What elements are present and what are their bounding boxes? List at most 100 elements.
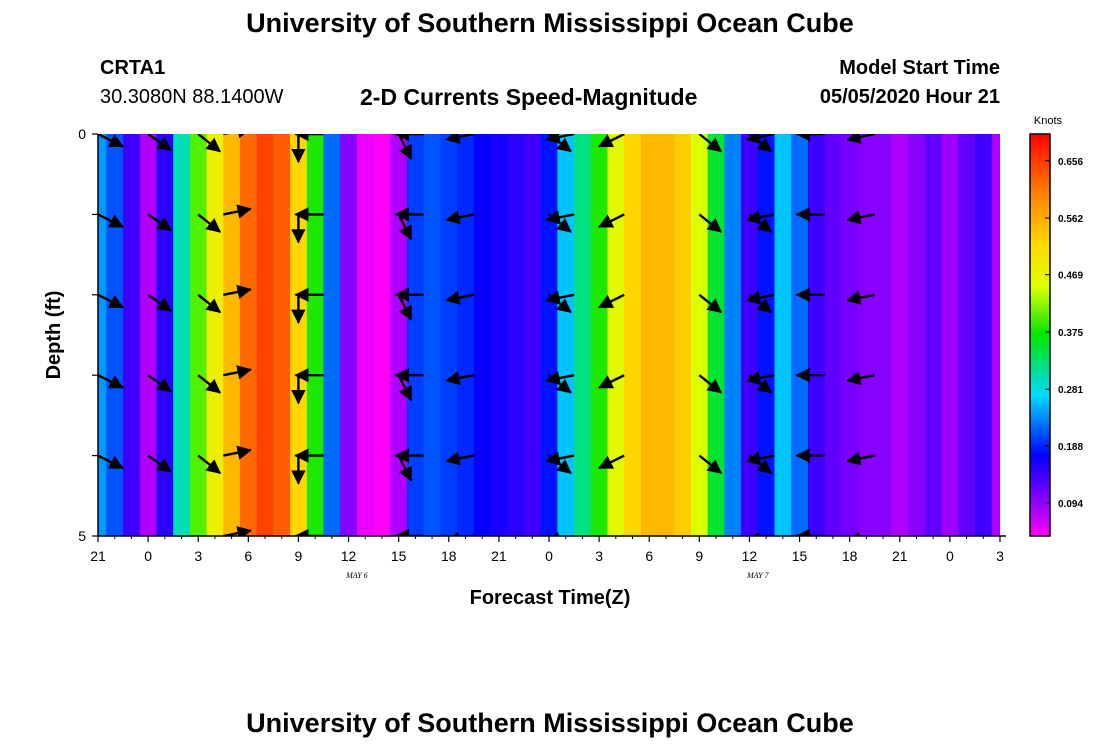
- x-tick-label: 9: [295, 548, 303, 564]
- chart-axes: [97, 134, 1006, 537]
- current-arrow: [197, 134, 222, 153]
- current-arrow: [223, 284, 252, 299]
- x-tick-label: 6: [645, 548, 653, 564]
- heatmap-cell: [841, 134, 859, 536]
- current-arrow: [846, 531, 875, 536]
- current-arrow: [147, 454, 172, 473]
- heatmap-cell: [640, 134, 659, 536]
- colorbar-tick-label: 0.188: [1058, 442, 1083, 453]
- x-tick-label: 21: [892, 548, 908, 564]
- heatmap-cell: [206, 134, 224, 536]
- heatmap-cell: [373, 134, 391, 536]
- heatmap-cell: [991, 134, 1000, 536]
- current-arrow: [147, 213, 172, 232]
- footer-title: University of Southern Mississippi Ocean…: [246, 708, 854, 738]
- current-arrow: [223, 526, 252, 536]
- heatmap-cell: [774, 134, 792, 536]
- x-tick-label: 21: [491, 548, 507, 564]
- heatmap-cell: [958, 134, 976, 536]
- current-arrow: [598, 454, 625, 470]
- heatmap-cell: [590, 134, 609, 536]
- x-date-label: MAY 7: [746, 571, 770, 580]
- heatmap-cell: [256, 134, 274, 536]
- heatmap-cell: [98, 134, 107, 536]
- heatmap-cell: [223, 134, 241, 536]
- current-arrow: [98, 454, 125, 470]
- current-arrow: [197, 293, 222, 314]
- colorbar-tick-label: 0.094: [1058, 499, 1083, 510]
- heatmap-cell: [858, 134, 876, 536]
- heatmap-cell: [757, 134, 776, 536]
- heatmap-cell: [807, 134, 826, 536]
- x-tick-label: 3: [595, 548, 603, 564]
- heatmap-cell: [490, 134, 508, 536]
- current-arrow: [698, 213, 723, 233]
- x-tick-label: 0: [545, 548, 553, 564]
- y-axis-ticks: 05: [78, 126, 98, 544]
- current-arrow: [197, 454, 222, 475]
- y-axis-label: Depth (ft): [43, 291, 65, 380]
- heatmap-cell: [924, 134, 943, 536]
- current-arrow: [445, 290, 475, 305]
- heatmap-cell: [824, 134, 842, 536]
- heatmap-cell: [173, 134, 191, 536]
- current-arrow: [445, 134, 475, 144]
- heatmap-cell: [340, 134, 358, 536]
- x-tick-label: 3: [194, 548, 202, 564]
- x-tick-label: 18: [441, 548, 457, 564]
- current-arrow: [147, 134, 172, 152]
- heatmap-cell: [457, 134, 475, 536]
- current-arrow: [598, 213, 625, 228]
- model-start-label: Model Start Time: [839, 57, 1000, 79]
- heatmap-cell: [557, 134, 575, 536]
- heatmap-cell: [156, 134, 174, 536]
- x-tick-label: 15: [391, 548, 407, 564]
- heatmap-cell: [507, 134, 525, 536]
- x-axis-label: Forecast Time(Z): [470, 587, 631, 609]
- current-arrow: [147, 374, 172, 393]
- model-start-value: 05/05/2020 Hour 21: [819, 86, 1000, 108]
- heatmap-cell: [1008, 134, 1025, 536]
- x-date-label: MAY 6: [345, 571, 368, 580]
- current-arrow: [445, 451, 475, 466]
- heatmap-cell: [974, 134, 993, 536]
- heatmap-cell: [106, 134, 124, 536]
- y-tick-label: 0: [78, 126, 86, 142]
- current-arrow: [445, 210, 475, 225]
- heatmap-cell: [707, 134, 725, 536]
- heatmap-cell: [891, 134, 909, 536]
- x-tick-label: 12: [341, 548, 357, 564]
- current-arrow: [598, 374, 625, 389]
- current-arrow: [598, 293, 625, 309]
- x-tick-label: 12: [742, 548, 758, 564]
- colorbar-tick-label: 0.562: [1058, 214, 1083, 225]
- current-arrow: [745, 531, 775, 536]
- heatmap-cell: [874, 134, 893, 536]
- heatmap-cell: [390, 134, 408, 536]
- colorbar-tick-label: 0.469: [1058, 271, 1083, 282]
- current-arrow: [98, 374, 125, 389]
- current-arrow: [846, 451, 875, 466]
- heatmap-cell: [741, 134, 759, 536]
- colorbar-title: Knots: [1034, 115, 1063, 127]
- x-tick-label: 3: [996, 548, 1004, 564]
- current-arrow: [698, 293, 723, 314]
- heatmap-cell: [423, 134, 442, 536]
- current-arrow: [698, 374, 723, 394]
- current-arrow: [846, 371, 875, 386]
- heatmap-cell: [473, 134, 492, 536]
- y-tick-label: 5: [78, 528, 86, 544]
- current-arrow: [223, 134, 252, 139]
- current-arrow: [545, 371, 575, 386]
- heatmap-cell: [123, 134, 141, 536]
- current-arrow: [846, 290, 875, 305]
- heatmap-cell: [139, 134, 158, 536]
- heatmap-cell: [624, 134, 642, 536]
- heatmap-cell: [523, 134, 542, 536]
- current-arrow: [445, 531, 474, 536]
- current-arrow: [698, 454, 723, 475]
- station-coordinates: 30.3080N 88.1400W: [100, 86, 284, 108]
- current-arrow: [846, 134, 875, 144]
- x-tick-label: 15: [792, 548, 808, 564]
